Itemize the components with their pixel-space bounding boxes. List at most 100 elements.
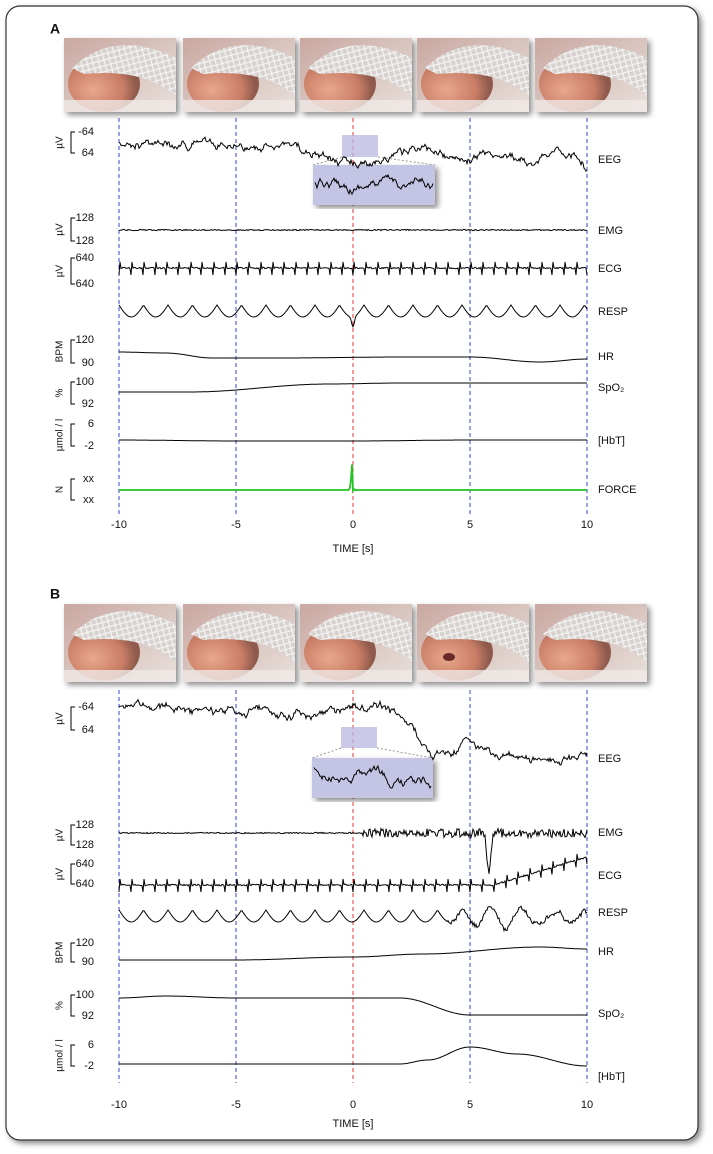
range-top: -640 [72,252,94,264]
net [425,45,529,96]
channel-name: RESP [598,907,628,919]
panel-label: A [50,21,60,37]
channel-name: SpO₂ [598,1008,624,1020]
signal-trace [118,698,588,766]
range-bottom: 92 [82,398,94,410]
range-bottom: 90 [82,357,94,369]
range-bottom: 640 [76,278,94,290]
net [543,45,647,96]
range-top: -640 [72,858,94,870]
range-bottom: xx [83,494,95,506]
x-axis-title: TIME [s] [333,543,374,555]
unit-label: BPM [55,942,66,964]
channel-name: [HbT] [598,1071,625,1083]
unit-label: BPM [55,341,66,363]
range-bottom: 64 [82,147,94,159]
range-top: 100 [76,989,94,1001]
scale-bracket [70,423,75,447]
blanket [417,670,529,682]
x-tick-label: 0 [350,519,356,531]
zoom-trace [314,173,434,196]
video-frame [64,38,176,112]
range-bottom: 128 [76,839,94,851]
x-tick-label: -5 [231,519,241,531]
video-frame [183,604,295,682]
signal-trace [119,464,587,494]
zoom-connector [311,747,434,759]
range-bottom: -2 [84,440,94,452]
signal-trace [119,382,587,393]
scale-bracket [70,994,75,1017]
channel-name: ECG [598,870,622,882]
range-top: -64 [78,701,94,713]
unit-label: N [55,486,66,493]
scale-bracket [70,1044,75,1067]
range-bottom: 640 [76,878,94,890]
scale-bracket [70,478,75,501]
net [425,611,529,662]
channel-name: EMG [598,225,623,237]
range-top: 6 [88,1039,94,1051]
blanket [300,670,412,682]
x-tick-label: 5 [467,1099,473,1111]
blanket [535,670,647,682]
channel-name: SpO₂ [598,382,624,394]
zoom-highlight [342,135,378,157]
net [72,45,176,96]
channel-name: [HbT] [598,435,625,447]
range-top: xx [83,473,95,485]
channel-name: EEG [598,753,621,765]
channel-name: ECG [598,263,622,275]
unit-label: µV [55,828,66,841]
net [308,611,412,662]
unit-label: µmol / l [55,419,66,451]
scale-bracket [70,257,75,285]
blanket [300,100,412,112]
signal-trace [119,439,587,442]
panel-frame [5,5,699,1141]
signal-trace [119,995,587,1016]
zoom-highlight [341,727,377,748]
unit-label: µV [55,136,66,149]
blanket [183,100,295,112]
unit-label: µV [55,867,66,880]
range-top: 120 [76,334,94,346]
scale-bracket [70,339,75,364]
x-tick-label: 0 [350,1099,356,1111]
signal-trace [118,826,588,874]
net [308,45,412,96]
range-top: -128 [72,819,94,831]
signal-trace [119,946,587,961]
signal-trace [118,136,588,172]
channel-name: EMG [598,827,623,839]
scale-bracket [70,706,75,731]
signal-trace [118,261,588,276]
video-frame [300,38,412,112]
x-tick-label: -10 [111,1099,127,1111]
net [72,611,176,662]
unit-label: µV [55,223,66,236]
x-axis-title: TIME [s] [333,1118,374,1130]
range-top: 6 [88,418,94,430]
net [191,611,295,662]
net [191,45,295,96]
signal-trace [118,228,588,232]
video-frame [417,38,529,112]
channel-name: HR [598,946,614,958]
unit-label: % [55,1001,66,1010]
unit-label: µV [55,264,66,277]
scale-bracket [70,942,75,963]
unit-label: µmol / l [55,1039,66,1071]
blanket [64,100,176,112]
range-bottom: -2 [84,1060,94,1072]
range-bottom: 90 [82,956,94,968]
zoom-inset [313,165,435,205]
signal-trace [119,1046,587,1067]
zoom-trace [313,764,432,790]
x-tick-label: 5 [467,519,473,531]
signal-trace [118,853,588,893]
signal-trace [118,905,588,933]
zoom-connector [312,156,436,166]
video-frame [535,38,647,112]
